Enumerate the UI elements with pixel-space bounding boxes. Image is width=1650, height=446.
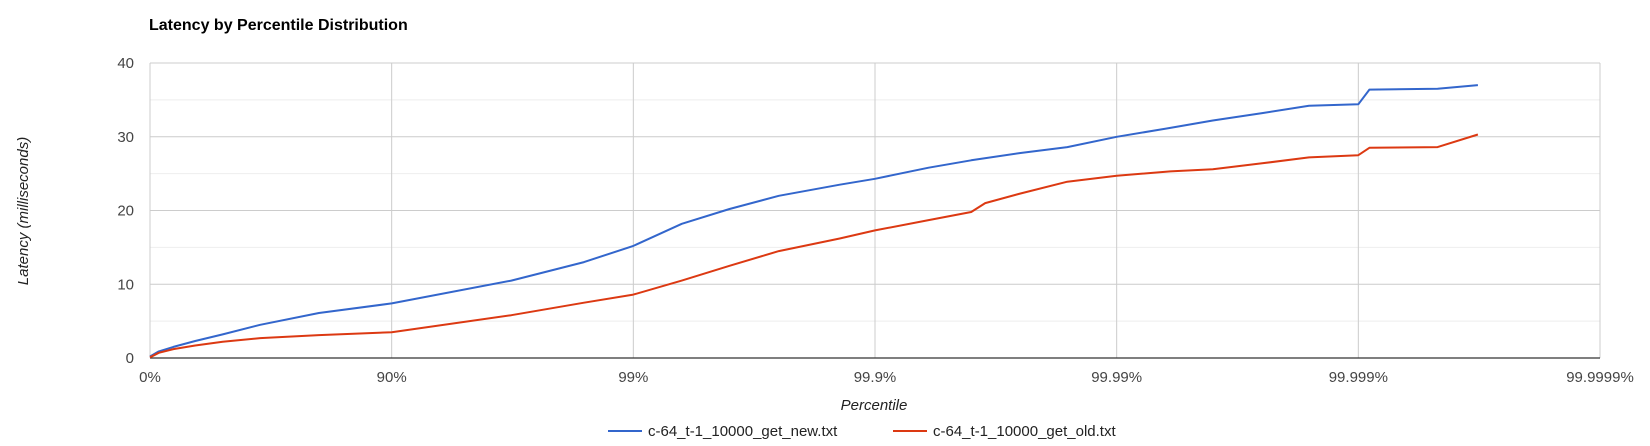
x-tick-label: 99.9999% xyxy=(1566,369,1634,386)
axes: 0 10 20 30 40 0% 90% 99% 99.9% 99.99% 99.999% 99.99… xyxy=(117,55,1633,386)
y-tick-label: 40 xyxy=(117,55,134,72)
series-line-1 xyxy=(149,84,1478,358)
series-lines xyxy=(149,84,1479,359)
series-line-2 xyxy=(149,133,1479,359)
x-tick-label: 0% xyxy=(139,369,161,386)
legend-label: c-64_t-1_10000_get_old.txt xyxy=(933,423,1116,440)
y-axis-title: Latency (milliseconds) xyxy=(15,137,32,285)
chart-title: Latency by Percentile Distribution xyxy=(149,17,408,34)
x-axis-title: Percentile xyxy=(841,397,908,414)
legend: c-64_t-1_10000_get_new.txt c-64_t-1_10000… xyxy=(608,423,1116,440)
x-tick-label: 99.99% xyxy=(1091,369,1142,386)
y-tick-label: 30 xyxy=(117,129,134,146)
grid-lines xyxy=(149,62,1601,358)
x-tick-label: 99.9% xyxy=(854,369,897,386)
y-tick-label: 20 xyxy=(117,203,134,220)
x-tick-label: 99.999% xyxy=(1329,369,1388,386)
legend-label: c-64_t-1_10000_get_new.txt xyxy=(648,423,838,440)
x-tick-label: 90% xyxy=(377,369,407,386)
x-tick-label: 99% xyxy=(618,369,648,386)
y-tick-label: 0 xyxy=(126,350,134,367)
y-tick-label: 10 xyxy=(117,276,134,293)
